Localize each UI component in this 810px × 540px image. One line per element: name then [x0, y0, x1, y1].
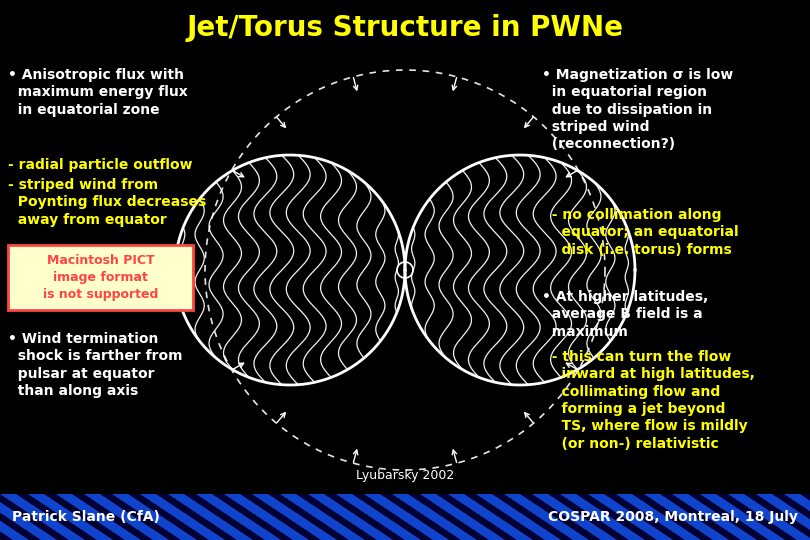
Polygon shape [0, 494, 41, 540]
Polygon shape [128, 494, 209, 540]
Polygon shape [548, 494, 629, 540]
Polygon shape [212, 494, 293, 540]
Text: - no collimation along
    equator; an equatorial
    disk (i.e. torus) forms: - no collimation along equator; an equat… [542, 208, 739, 256]
Bar [0, 494, 810, 540]
Polygon shape [436, 494, 517, 540]
Polygon shape [800, 494, 810, 540]
Polygon shape [16, 494, 97, 540]
Text: Patrick Slane (CfA): Patrick Slane (CfA) [12, 510, 160, 524]
Text: • Wind termination
  shock is farther from
  pulsar at equator
  than along axis: • Wind termination shock is farther from… [8, 332, 182, 398]
Text: • Anisotropic flux with
  maximum energy flux
  in equatorial zone: • Anisotropic flux with maximum energy f… [8, 68, 188, 117]
Polygon shape [0, 494, 13, 540]
Polygon shape [268, 494, 349, 540]
Polygon shape [688, 494, 769, 540]
Polygon shape [772, 494, 810, 540]
Polygon shape [380, 494, 461, 540]
Text: COSPAR 2008, Montreal, 18 July: COSPAR 2008, Montreal, 18 July [548, 510, 798, 524]
Polygon shape [72, 494, 153, 540]
Polygon shape [604, 494, 685, 540]
Text: - striped wind from
  Poynting flux decreases
  away from equator: - striped wind from Poynting flux decrea… [8, 178, 207, 227]
Polygon shape [520, 494, 601, 540]
Text: • At higher latitudes,
  average B field is a
  maximum: • At higher latitudes, average B field i… [542, 290, 708, 339]
Bar [8, 245, 193, 310]
Polygon shape [464, 494, 545, 540]
Polygon shape [240, 494, 321, 540]
Polygon shape [100, 494, 181, 540]
Polygon shape [324, 494, 405, 540]
Polygon shape [660, 494, 741, 540]
Text: - this can turn the flow
    inward at high latitudes,
    collimating flow and
: - this can turn the flow inward at high … [542, 350, 755, 450]
Text: Macintosh PICT
image format
is not supported: Macintosh PICT image format is not suppo… [43, 254, 158, 301]
Polygon shape [408, 494, 489, 540]
Text: - radial particle outflow: - radial particle outflow [8, 158, 193, 172]
Polygon shape [744, 494, 810, 540]
Text: • Magnetization σ is low
  in equatorial region
  due to dissipation in
  stripe: • Magnetization σ is low in equatorial r… [542, 68, 733, 151]
Polygon shape [632, 494, 713, 540]
Text: Jet/Torus Structure in PWNe: Jet/Torus Structure in PWNe [186, 14, 624, 42]
Text: Lyubarsky 2002: Lyubarsky 2002 [356, 469, 454, 482]
Polygon shape [296, 494, 377, 540]
Polygon shape [576, 494, 657, 540]
Polygon shape [716, 494, 797, 540]
Polygon shape [352, 494, 433, 540]
Polygon shape [0, 494, 69, 540]
Polygon shape [44, 494, 125, 540]
Polygon shape [184, 494, 265, 540]
Polygon shape [492, 494, 573, 540]
Polygon shape [156, 494, 237, 540]
